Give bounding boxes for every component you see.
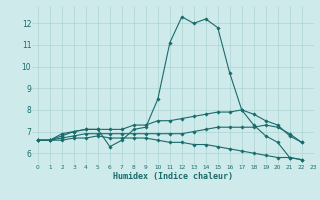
- X-axis label: Humidex (Indice chaleur): Humidex (Indice chaleur): [113, 172, 233, 181]
